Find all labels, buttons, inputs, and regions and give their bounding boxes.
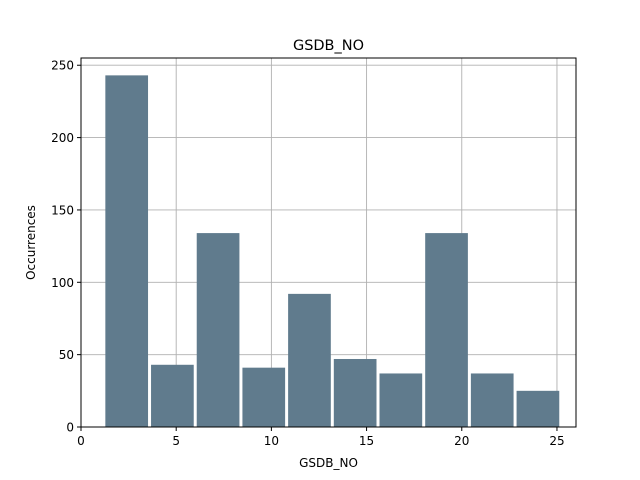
histogram-bar-10 <box>516 390 560 427</box>
plot-frame <box>80 57 577 428</box>
y-tick-label-3: 150 <box>51 203 74 217</box>
histogram-bar-8 <box>425 233 468 427</box>
histogram-bar-3 <box>196 233 240 427</box>
y-tick-label-5: 250 <box>51 59 74 73</box>
y-axis-label: Occurrences <box>24 205 38 280</box>
y-tick-label-2: 100 <box>51 276 74 290</box>
histogram-bar-9 <box>470 373 514 427</box>
x-tick-label-4: 20 <box>454 434 469 448</box>
y-tick-label-4: 200 <box>51 131 74 145</box>
histogram-bar-1 <box>105 75 149 427</box>
x-tick-label-1: 5 <box>172 434 180 448</box>
histogram-bar-7 <box>379 373 423 427</box>
y-tick-label-1: 50 <box>59 348 74 362</box>
x-tick-label-0: 0 <box>77 434 85 448</box>
histogram-bar-6 <box>333 358 377 427</box>
bars-layer <box>105 75 560 427</box>
histogram-bar-4 <box>242 367 286 427</box>
histogram-bar-2 <box>151 364 194 427</box>
x-tick-label-3: 15 <box>359 434 374 448</box>
x-tick-label-5: 25 <box>549 434 564 448</box>
histogram-bar-5 <box>288 293 331 427</box>
x-axis-label: GSDB_NO <box>299 456 358 470</box>
x-tick-label-2: 10 <box>264 434 279 448</box>
y-tick-label-0: 0 <box>66 421 74 435</box>
chart-title: GSDB_NO <box>293 38 364 54</box>
